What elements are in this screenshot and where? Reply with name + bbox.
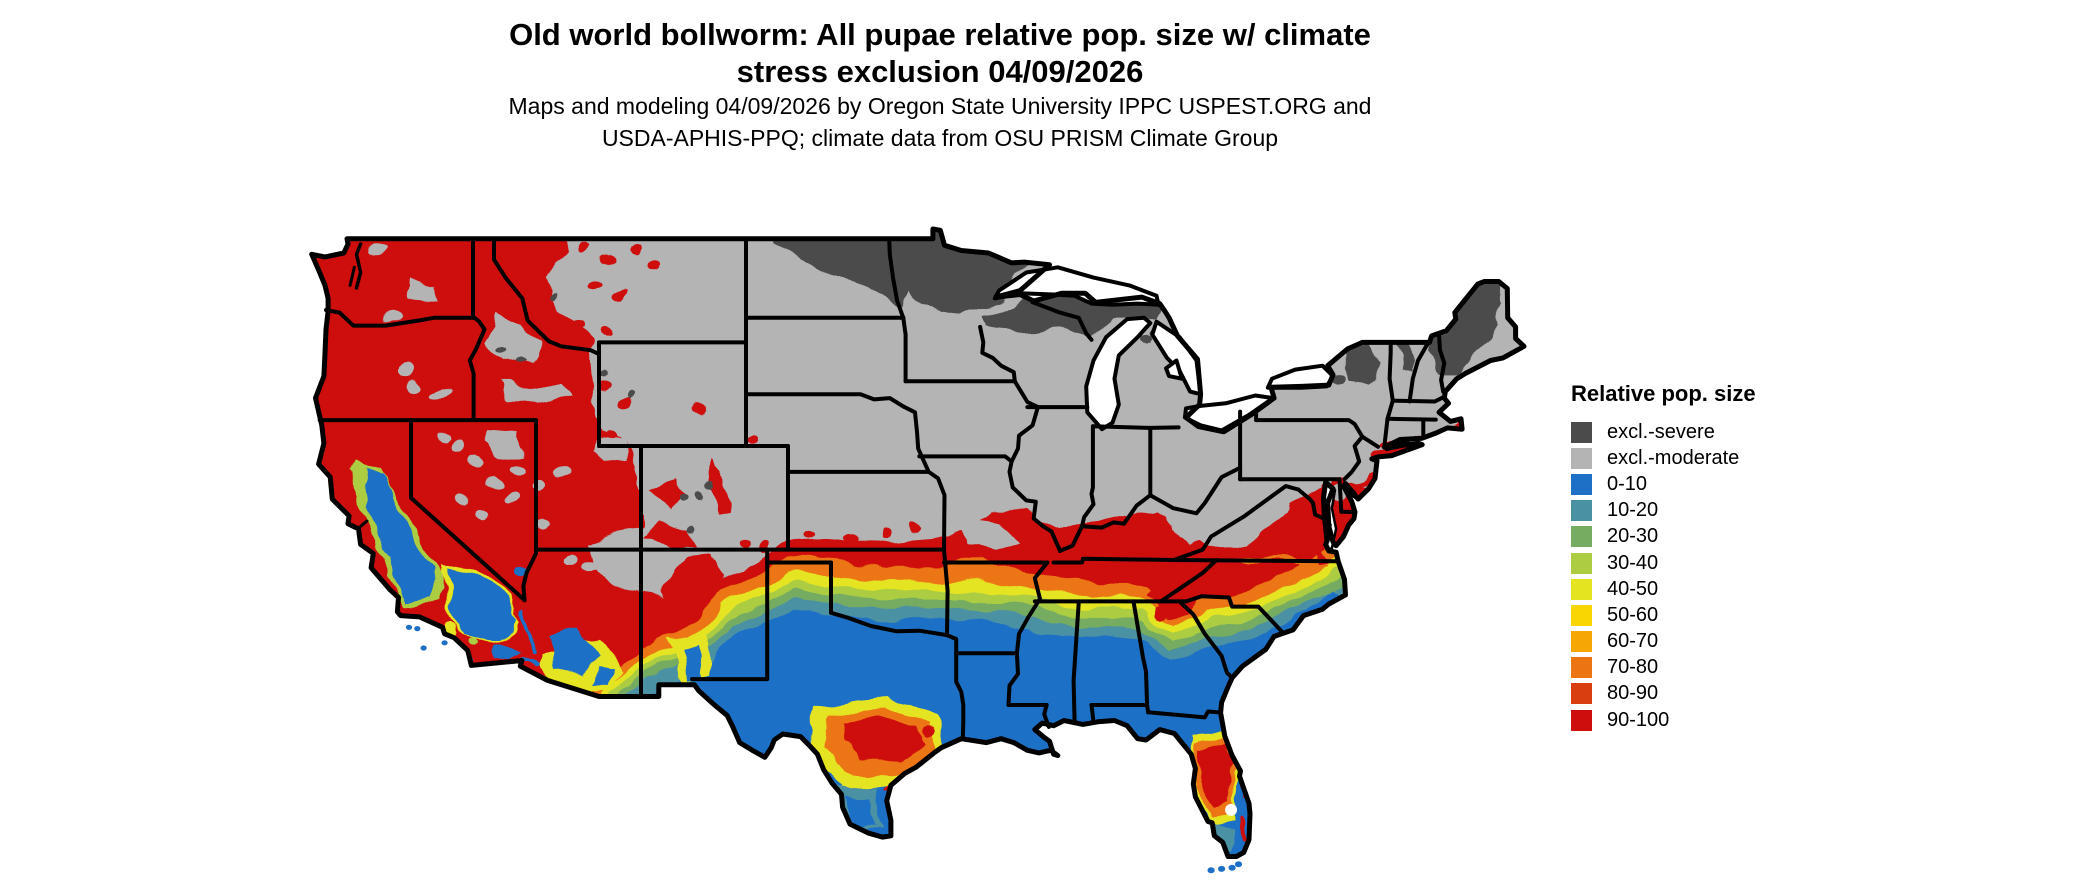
legend-item: excl.-moderate xyxy=(1571,445,1756,471)
page-title: Old world bollworm: All pupae relative p… xyxy=(0,16,1880,90)
legend-item: 90-100 xyxy=(1571,707,1756,733)
legend-swatch-b50 xyxy=(1571,604,1592,626)
legend-label: 80-90 xyxy=(1607,682,1659,705)
page-subtitle-line2: USDA-APHIS-PPQ; climate data from OSU PR… xyxy=(601,125,1279,151)
legend-swatch-b60 xyxy=(1571,631,1592,653)
us-outline xyxy=(309,226,1527,859)
legend-swatch-b10 xyxy=(1571,500,1592,522)
legend-label: 10-20 xyxy=(1607,499,1659,522)
legend-item: 30-40 xyxy=(1571,550,1756,576)
legend-label: 50-60 xyxy=(1607,603,1659,626)
legend-item: excl.-severe xyxy=(1571,419,1756,445)
page-title-line1: Old world bollworm: All pupae relative p… xyxy=(509,17,1371,52)
page-subtitle: Maps and modeling 04/09/2026 by Oregon S… xyxy=(0,90,1880,154)
page-title-line2: stress exclusion 04/09/2026 xyxy=(736,54,1144,89)
state-borders xyxy=(317,236,1447,740)
legend-item: 50-60 xyxy=(1571,602,1756,628)
page-subtitle-line1: Maps and modeling 04/09/2026 by Oregon S… xyxy=(508,93,1372,119)
legend-swatch-b30 xyxy=(1571,552,1592,574)
legend-swatch-b70 xyxy=(1571,657,1592,679)
legend-item: 80-90 xyxy=(1571,681,1756,707)
legend-label: excl.-severe xyxy=(1607,420,1715,443)
legend-title: Relative pop. size xyxy=(1571,381,1756,406)
legend-label: 20-30 xyxy=(1607,525,1659,548)
legend-label: excl.-moderate xyxy=(1607,446,1740,469)
legend-label: 0-10 xyxy=(1607,472,1648,495)
legend-swatch-b90 xyxy=(1571,709,1592,731)
legend-item: 0-10 xyxy=(1571,471,1756,497)
legend-item: 20-30 xyxy=(1571,524,1756,550)
legend-label: 30-40 xyxy=(1607,551,1659,574)
legend-swatch-moderate xyxy=(1571,447,1592,469)
legend-swatch-b20 xyxy=(1571,526,1592,548)
legend-label: 60-70 xyxy=(1607,630,1659,653)
legend-swatch-severe xyxy=(1571,421,1592,443)
legend-item: 10-20 xyxy=(1571,498,1756,524)
legend-label: 70-80 xyxy=(1607,656,1659,679)
legend-item: 70-80 xyxy=(1571,655,1756,681)
map-legend: Relative pop. size excl.-severe excl.-mod… xyxy=(1571,381,1756,733)
legend-rows: excl.-severe excl.-moderate 0-10 10-20 20-30… xyxy=(1571,419,1756,733)
legend-swatch-b80 xyxy=(1571,683,1592,705)
legend-label: 40-50 xyxy=(1607,577,1659,600)
legend-item: 40-50 xyxy=(1571,576,1756,602)
legend-label: 90-100 xyxy=(1607,708,1670,731)
map-fill-layer xyxy=(311,229,1525,857)
legend-item: 60-70 xyxy=(1571,629,1756,655)
legend-swatch-b0 xyxy=(1571,473,1592,495)
legend-swatch-b40 xyxy=(1571,578,1592,600)
